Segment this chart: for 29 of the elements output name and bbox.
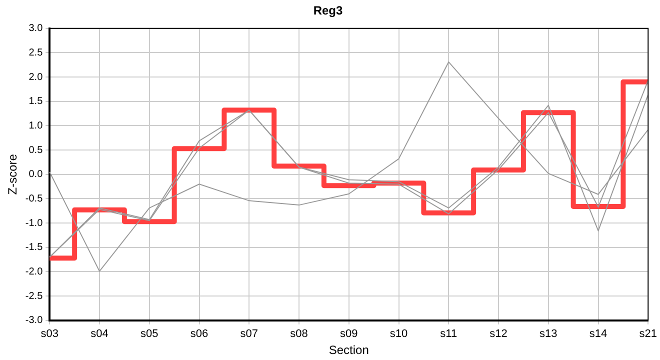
x-tick-label: s03	[40, 328, 59, 340]
x-tick-label: s14	[589, 328, 608, 340]
x-tick-label: s09	[340, 328, 358, 340]
y-tick-label: 2.0	[28, 72, 44, 83]
y-tick-label: 0.0	[28, 169, 44, 180]
y-tick-label: -1.0	[25, 218, 44, 229]
y-tick-label: -1.5	[25, 242, 44, 254]
y-tick-label: 3.0	[28, 23, 44, 34]
x-tick-label: s13	[540, 328, 558, 340]
x-tick-label: s04	[90, 328, 108, 340]
y-tick-label: 1.5	[28, 96, 44, 108]
y-tick-label: 1.0	[28, 120, 44, 132]
y-axis-title: Z-score	[6, 154, 20, 195]
chart-title: Reg3	[313, 4, 343, 18]
y-tick-label: -0.5	[25, 193, 44, 204]
x-axis-title: Section	[328, 343, 369, 358]
y-tick-label: 0.5	[28, 144, 44, 156]
x-tick-label: s21	[639, 328, 658, 340]
y-tick-label: -2.5	[25, 290, 44, 302]
x-tick-label: s08	[290, 328, 308, 340]
y-tick-label: 2.5	[28, 47, 44, 58]
x-tick-label: s10	[390, 328, 408, 340]
x-tick-label: s12	[490, 328, 508, 340]
x-tick-label: s05	[140, 328, 158, 340]
y-tick-label: -2.0	[25, 266, 44, 278]
x-tick-label: s11	[440, 328, 458, 340]
x-tick-label: s06	[190, 328, 208, 340]
y-tick-label: -3.0	[25, 315, 44, 326]
x-tick-label: s07	[240, 328, 258, 340]
